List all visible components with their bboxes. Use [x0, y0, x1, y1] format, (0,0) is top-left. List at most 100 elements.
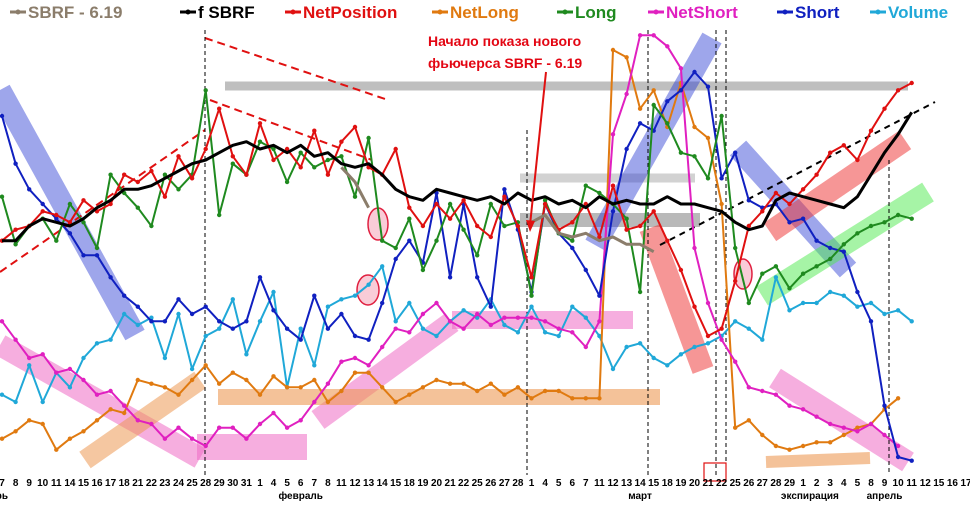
point-long [529, 293, 534, 298]
point-netshort [420, 311, 426, 317]
point-long [705, 176, 711, 181]
x-tick-label: 16 [91, 478, 103, 489]
x-tick-label: 14 [377, 478, 389, 489]
circle-marker-2 [356, 274, 380, 306]
point-netshort [882, 432, 887, 438]
point-short [0, 113, 5, 119]
point-netlong [542, 388, 548, 394]
x-tick-label: 20 [689, 478, 701, 489]
point-netlong [705, 135, 711, 141]
point-short [81, 253, 86, 258]
point-netshort [189, 436, 195, 441]
point-netshort [244, 436, 249, 441]
point-netposition [895, 88, 901, 93]
point-volume [624, 344, 629, 350]
point-netshort [203, 443, 208, 449]
point-long [420, 267, 426, 273]
point-netlong [760, 432, 765, 438]
x-tick-label: 23 [159, 478, 171, 489]
x-tick-label: 15 [933, 478, 945, 489]
point-volume [841, 293, 846, 298]
legend: SBRF - 6.19 f SBRF NetPosition NetLong Long N… [10, 3, 948, 22]
point-netlong [54, 447, 59, 452]
x-tick-label: 9 [26, 478, 32, 489]
point-netshort [393, 326, 398, 331]
point-volume [828, 289, 833, 295]
point-netshort [760, 388, 765, 394]
month-label: март [628, 491, 652, 502]
x-tick-label: 11 [336, 478, 347, 489]
point-short [352, 333, 358, 339]
point-long [339, 154, 344, 159]
point-netlong [488, 381, 493, 386]
legend-marker [185, 9, 191, 15]
point-short [570, 245, 575, 251]
point-netposition [610, 183, 616, 188]
month-label: арь [0, 491, 8, 502]
point-short [325, 326, 331, 331]
point-volume [298, 326, 303, 331]
point-netposition [705, 333, 711, 339]
point-short [828, 245, 833, 251]
point-netposition [800, 187, 806, 192]
point-netposition [298, 165, 303, 170]
x-tick-label: 29 [214, 478, 226, 489]
x-tick-label: 18 [119, 478, 131, 489]
x-tick-label: 11 [906, 478, 917, 489]
point-short [271, 308, 276, 313]
point-volume [542, 330, 548, 335]
point-short [637, 121, 643, 126]
point-volume [380, 264, 385, 269]
point-volume [135, 322, 140, 328]
point-netlong [325, 399, 331, 405]
point-long [773, 264, 779, 269]
legend-label-netposition: NetPosition [303, 3, 397, 22]
point-long [855, 231, 860, 236]
point-netposition [312, 128, 317, 133]
annotation-arrow [529, 71, 547, 226]
point-netposition [271, 157, 276, 163]
point-short [312, 293, 317, 298]
x-tick-label: 21 [702, 478, 714, 489]
point-short [203, 304, 208, 309]
point-netlong [312, 377, 317, 383]
point-long [719, 113, 724, 119]
point-volume [665, 363, 670, 368]
point-netlong [461, 381, 466, 386]
point-short [719, 176, 724, 181]
point-netshort [597, 319, 602, 324]
point-netshort [380, 344, 385, 350]
point-long [583, 183, 588, 188]
point-netshort [149, 421, 154, 427]
point-netposition [719, 326, 724, 331]
series-netposition [0, 80, 914, 339]
series-line-long [1, 89, 912, 304]
point-netlong [217, 381, 222, 386]
point-short [895, 454, 901, 460]
x-tick-label: 24 [173, 478, 185, 489]
x-tick-label: 6 [298, 478, 304, 489]
point-short [284, 326, 290, 331]
point-volume [678, 352, 684, 357]
x-tick-label: 7 [312, 478, 318, 489]
point-netshort [610, 132, 616, 137]
x-tick-label: 15 [390, 478, 402, 489]
point-long [94, 245, 100, 251]
point-netlong [352, 370, 358, 375]
point-long [787, 286, 792, 291]
point-long [81, 220, 86, 225]
point-volume [692, 344, 697, 350]
x-tick-label: 1 [800, 478, 806, 489]
point-volume [909, 319, 914, 324]
point-volume [651, 355, 656, 361]
x-tick-label: 8 [868, 478, 874, 489]
point-netlong [189, 377, 195, 383]
point-netposition [529, 275, 534, 280]
series-sbrf-6-19 [340, 166, 655, 254]
x-tick-label: 5 [855, 478, 861, 489]
point-netshort [529, 315, 534, 320]
point-netlong [597, 396, 602, 401]
point-netlong [108, 407, 113, 412]
x-tick-label: 12 [607, 478, 619, 489]
point-short [800, 216, 806, 221]
